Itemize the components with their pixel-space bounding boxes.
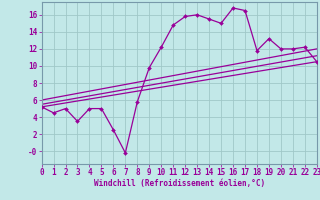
X-axis label: Windchill (Refroidissement éolien,°C): Windchill (Refroidissement éolien,°C) — [94, 179, 265, 188]
